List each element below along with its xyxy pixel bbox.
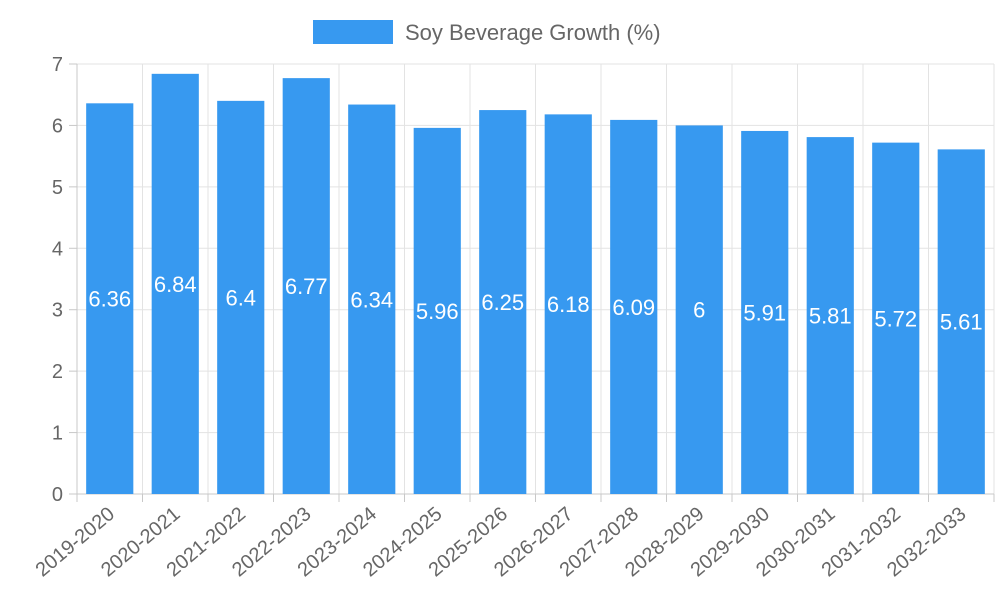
data-label: 5.91 [743,300,786,325]
bar[interactable] [544,114,592,494]
data-label: 5.61 [940,310,983,335]
y-tick-label: 4 [52,238,63,260]
bar[interactable] [151,73,199,494]
y-tick-label: 1 [52,423,63,445]
legend-label[interactable]: Soy Beverage Growth (%) [405,20,661,45]
bar[interactable] [479,110,527,495]
bar[interactable] [348,104,396,495]
data-label: 6.77 [285,274,328,299]
data-label: 5.96 [416,299,459,324]
data-label: 6.25 [481,290,524,315]
bar[interactable] [806,137,854,494]
data-label: 6.18 [547,292,590,317]
bar[interactable] [937,149,985,494]
x-axis: 2019-20202020-20212021-20222022-20232023… [32,493,995,581]
data-label: 6.84 [154,272,197,297]
bar[interactable] [675,125,723,494]
y-axis: 0 1 2 3 4 5 6 7 [52,54,78,506]
bar[interactable] [872,142,920,494]
y-tick-label: 3 [52,300,63,322]
legend[interactable]: Soy Beverage Growth (%) [313,20,661,45]
y-tick-label: 0 [52,484,63,506]
bar[interactable] [413,127,461,494]
data-labels: 6.36 6.84 6.4 6.77 6.34 5.96 6.25 6.18 6.09 6 5.91… [88,272,982,335]
data-label: 6.4 [225,285,256,310]
y-tick-label: 5 [52,177,63,199]
data-label: 6.34 [350,287,393,312]
legend-swatch[interactable] [313,20,393,44]
y-tick-label: 6 [52,115,63,137]
data-label: 6.36 [88,287,131,312]
data-label: 6 [693,298,705,323]
bar[interactable] [217,100,265,494]
bars [86,73,985,495]
bar[interactable] [86,103,134,495]
bar[interactable] [610,119,658,495]
data-label: 6.09 [612,295,655,320]
bar[interactable] [741,130,789,494]
y-tick-label: 7 [52,54,63,76]
bar[interactable] [282,78,330,494]
data-label: 5.81 [809,304,852,329]
grid [77,63,995,495]
data-label: 5.72 [874,306,917,331]
y-tick-label: 2 [52,361,63,383]
